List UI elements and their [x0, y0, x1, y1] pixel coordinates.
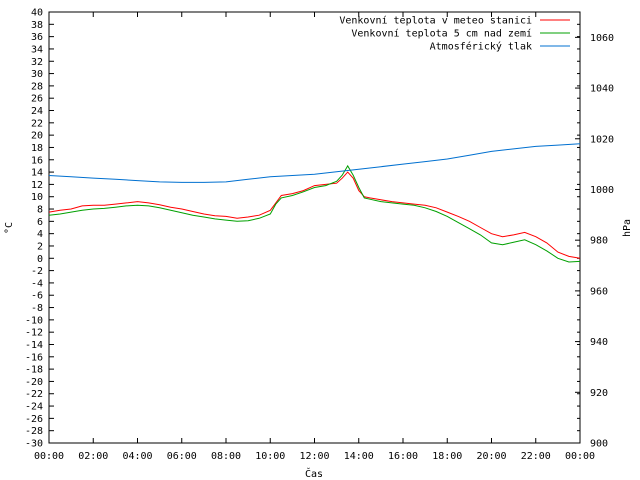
left-axis-ticks: -30-28-26-24-22-20-18-16-14-12-10-8-6-4-… [25, 8, 580, 450]
legend-label-2: Venkovní teplota 5 cm nad zemí [351, 28, 532, 40]
legend-label-1: Venkovní teplota v meteo stanici [339, 15, 532, 27]
right-tick-label: 1040 [590, 84, 614, 95]
left-tick-label: -10 [25, 315, 43, 326]
left-tick-label: 36 [31, 32, 43, 43]
x-tick-label: 00:00 [565, 451, 595, 462]
right-tick-label: 900 [590, 439, 608, 450]
left-tick-label: -28 [25, 426, 43, 437]
left-tick-label: 30 [31, 69, 43, 80]
series-group [48, 143, 581, 263]
left-tick-label: 16 [31, 155, 43, 166]
x-tick-label: 14:00 [344, 451, 374, 462]
x-tick-label: 20:00 [476, 451, 506, 462]
left-tick-label: -14 [25, 340, 43, 351]
x-tick-label: 16:00 [388, 451, 418, 462]
right-tick-label: 980 [590, 236, 608, 247]
left-tick-label: 14 [31, 168, 43, 179]
series-line-2 [48, 164, 581, 263]
x-tick-label: 22:00 [521, 451, 551, 462]
right-tick-label: 1020 [590, 134, 614, 145]
left-tick-label: -2 [31, 266, 43, 277]
left-tick-label: -4 [31, 278, 43, 289]
left-tick-label: 12 [31, 180, 43, 191]
x-tick-label: 08:00 [211, 451, 241, 462]
x-axis-label: Čas [305, 467, 323, 480]
left-tick-label: -26 [25, 414, 43, 425]
series-line-3 [48, 143, 581, 183]
x-tick-label: 12:00 [299, 451, 329, 462]
left-tick-label: -24 [25, 402, 43, 413]
x-tick-label: 00:00 [34, 451, 64, 462]
left-tick-label: -18 [25, 365, 43, 376]
left-tick-label: 4 [37, 229, 43, 240]
x-axis-ticks: 00:00 02:00 04:00 06:00 08:00 10:00 12:00 14:00… [34, 12, 595, 462]
left-tick-label: 22 [31, 118, 43, 129]
left-tick-label: 26 [31, 94, 43, 105]
left-tick-label: 28 [31, 81, 43, 92]
left-tick-label: -16 [25, 352, 43, 363]
x-tick-label: 18:00 [432, 451, 462, 462]
left-tick-label: 32 [31, 57, 43, 68]
left-tick-label: 38 [31, 20, 43, 31]
left-tick-label: 24 [31, 106, 43, 117]
left-tick-label: -6 [31, 291, 43, 302]
left-tick-label: -8 [31, 303, 43, 314]
left-tick-label: 0 [37, 254, 43, 265]
x-tick-label: 04:00 [122, 451, 152, 462]
left-tick-label: -20 [25, 377, 43, 388]
left-tick-label: -30 [25, 439, 43, 450]
left-tick-label: 40 [31, 8, 43, 19]
left-tick-label: 8 [37, 205, 43, 216]
right-tick-label: 940 [590, 337, 608, 348]
y-axis-right-label: hPa [622, 219, 633, 237]
left-tick-label: 20 [31, 131, 43, 142]
x-tick-label: 02:00 [78, 451, 108, 462]
right-tick-label: 920 [590, 388, 608, 399]
series-line-1 [48, 171, 581, 259]
x-tick-label: 10:00 [255, 451, 285, 462]
left-tick-label: -12 [25, 328, 43, 339]
legend: Venkovní teplota v meteo staniciVenkovní… [339, 15, 570, 53]
right-tick-label: 1060 [590, 33, 614, 44]
y-axis-left-label: °C [4, 222, 15, 234]
right-tick-label: 960 [590, 286, 608, 297]
right-tick-label: 1000 [590, 185, 614, 196]
right-axis-ticks: 900 920 940 960 980 1000 1020 1040 1060 [575, 33, 614, 450]
left-tick-label: 6 [37, 217, 43, 228]
plot-frame [48, 11, 581, 444]
left-tick-label: 10 [31, 192, 43, 203]
left-tick-label: 2 [37, 241, 43, 252]
x-tick-label: 06:00 [167, 451, 197, 462]
left-tick-label: -22 [25, 389, 43, 400]
left-tick-label: 34 [31, 44, 43, 55]
legend-label-3: Atmosférický tlak [430, 41, 532, 53]
left-tick-label: 18 [31, 143, 43, 154]
